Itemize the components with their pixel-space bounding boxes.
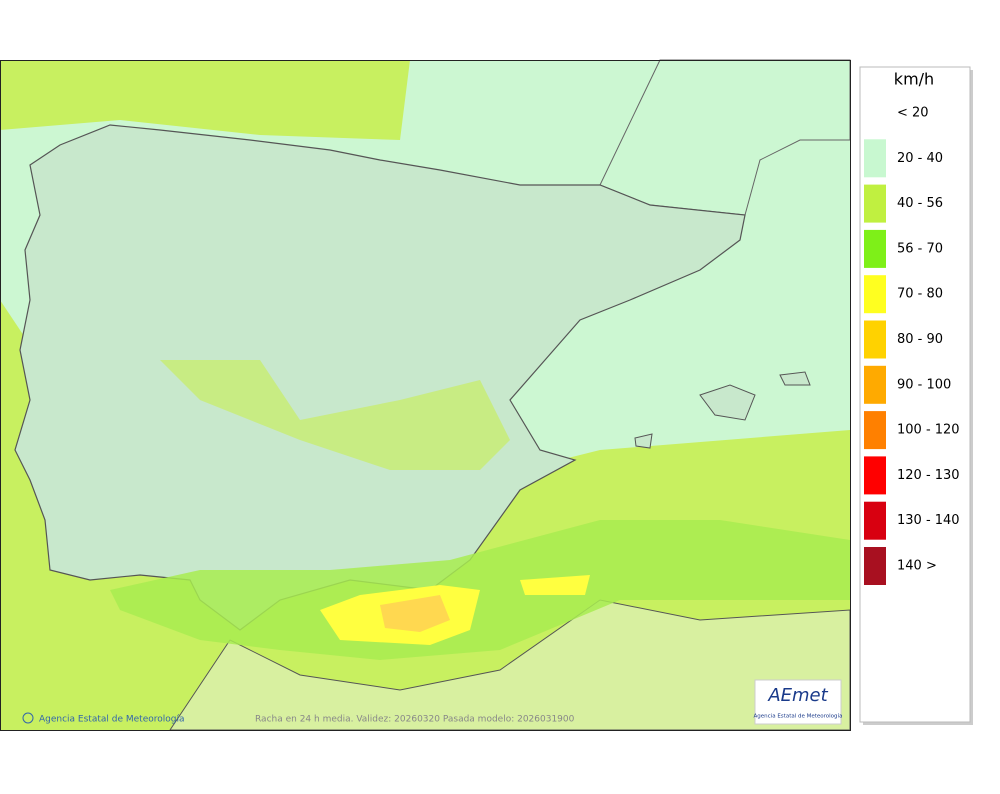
island <box>634 433 653 449</box>
map-frame <box>0 60 851 731</box>
logo <box>754 679 842 725</box>
island <box>699 384 756 421</box>
iberia <box>14 124 746 631</box>
copyright-icon <box>22 712 34 724</box>
legend-label: 40 - 56 <box>897 196 943 211</box>
legend-swatch <box>864 229 886 268</box>
legend-swatch <box>864 365 886 404</box>
legend-label: 100 - 120 <box>897 423 960 438</box>
wind-zone <box>520 575 590 595</box>
legend-swatch <box>864 275 886 314</box>
logo-name: AEmet <box>767 685 828 706</box>
legend-label: 20 - 40 <box>897 151 943 166</box>
legend-label: 140 > <box>897 559 937 574</box>
legend-swatch <box>864 139 886 178</box>
legend-items: < 20 20 - 40 40 - 56 56 - 70 70 - 80 80 - 90 9… <box>864 94 960 585</box>
legend-label: 120 - 130 <box>897 468 960 483</box>
legend-swatch <box>864 547 886 585</box>
legend-label: 70 - 80 <box>897 287 943 302</box>
logo-subtitle: Agencia Estatal de Meteorología <box>754 713 843 720</box>
legend-label: 56 - 70 <box>897 241 943 256</box>
legend-swatch <box>864 184 886 223</box>
legend-swatch <box>864 320 886 359</box>
legend-swatch <box>864 456 886 495</box>
legend-label: 130 - 140 <box>897 513 960 528</box>
wind-zone <box>160 360 510 470</box>
legend-swatch <box>864 411 886 450</box>
legend-title: km/h <box>894 70 934 89</box>
legend-swatch <box>864 94 886 132</box>
credit: Agencia Estatal de Meteorología <box>39 715 185 725</box>
caption: Racha en 24 h media. Validez: 20260320 P… <box>255 715 575 725</box>
wind-zone <box>0 60 410 140</box>
map <box>0 59 851 731</box>
legend-swatch <box>864 501 886 540</box>
legend-label: < 20 <box>897 106 929 121</box>
island <box>779 371 811 386</box>
legend-label: 80 - 90 <box>897 332 943 347</box>
wind-zone <box>380 595 450 632</box>
legend-label: 90 - 100 <box>897 377 951 392</box>
